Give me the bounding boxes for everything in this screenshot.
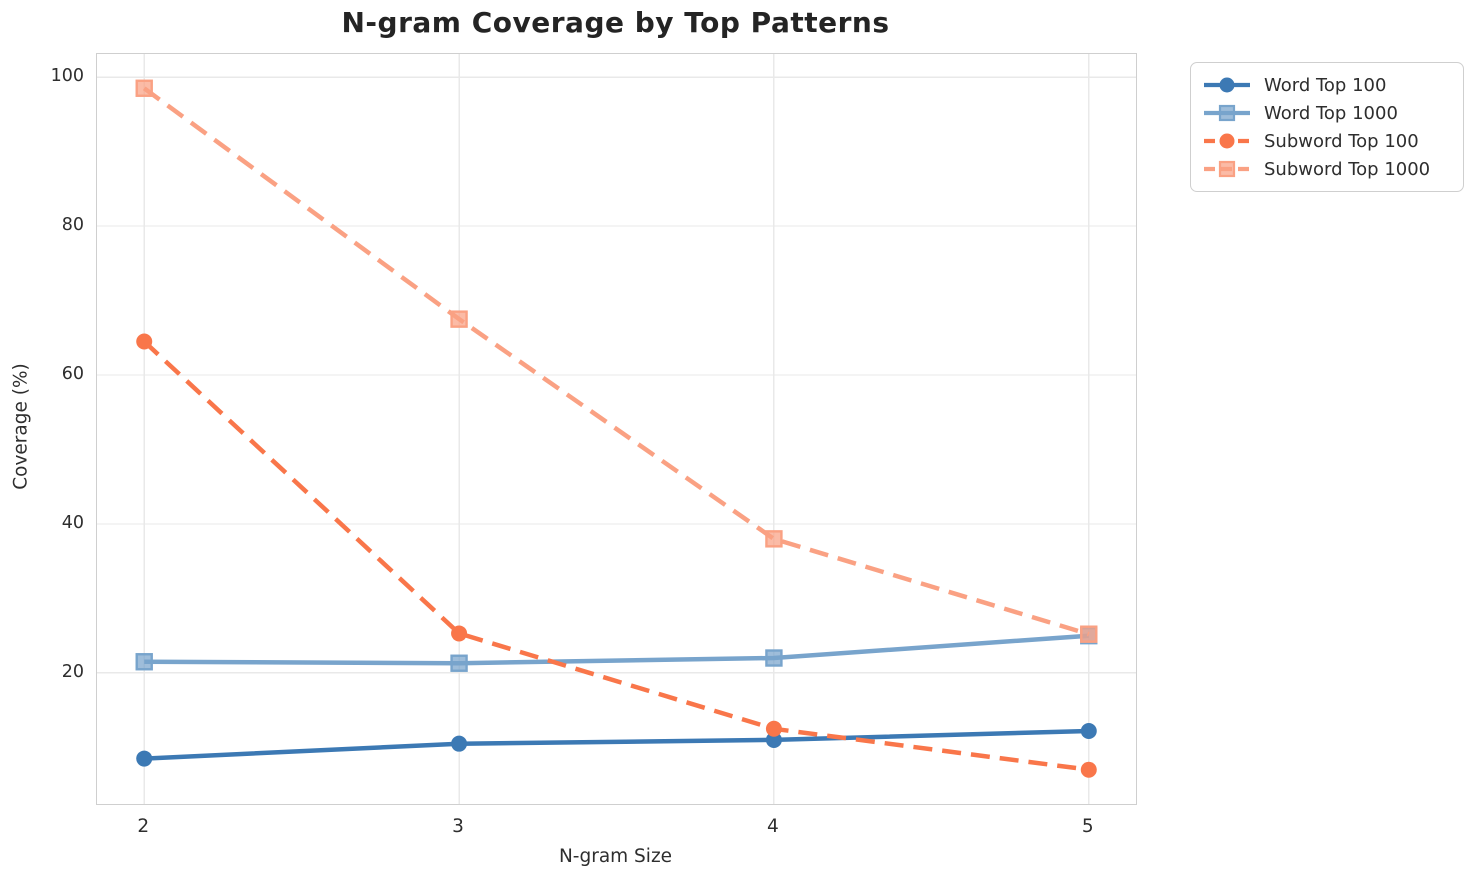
- x-tick-label: 4: [767, 816, 779, 837]
- legend-item: Word Top 100: [1203, 72, 1451, 98]
- legend-swatch-line-marker: [1204, 160, 1250, 178]
- x-tick-label: 2: [137, 816, 150, 837]
- plot-area: [96, 53, 1137, 805]
- legend-swatch-line-marker: [1204, 77, 1250, 93]
- x-tick-label: 3: [452, 816, 464, 837]
- legend-swatch-line-marker: [1204, 104, 1250, 122]
- legend-swatch-line-marker: [1204, 133, 1250, 149]
- x-axis-label: N-gram Size: [558, 846, 673, 867]
- y-axis-label: Coverage (%): [10, 363, 32, 490]
- legend-item-label: Word Top 1000: [1264, 102, 1398, 124]
- legend-item-label: Subword Top 1000: [1264, 158, 1431, 180]
- y-tick-label: 100: [50, 66, 84, 87]
- legend-item: Word Top 1000: [1203, 100, 1451, 126]
- y-tick-label: 80: [61, 215, 84, 236]
- y-tick-label: 60: [61, 364, 84, 384]
- plot-canvas: [97, 54, 1136, 804]
- chart-title: N-gram Coverage by Top Patterns: [341, 6, 890, 39]
- legend-item-label: Subword Top 100: [1264, 130, 1419, 152]
- legend-item: Subword Top 100: [1203, 128, 1451, 154]
- y-tick-label: 20: [61, 661, 84, 682]
- legend: Word Top 100 Word Top 1000 Subword Top 1…: [1190, 62, 1464, 192]
- y-tick-label: 40: [61, 512, 84, 533]
- x-tick-label: 5: [1081, 816, 1094, 837]
- legend-item-label: Word Top 100: [1264, 74, 1387, 96]
- legend-item: Subword Top 1000: [1203, 156, 1451, 182]
